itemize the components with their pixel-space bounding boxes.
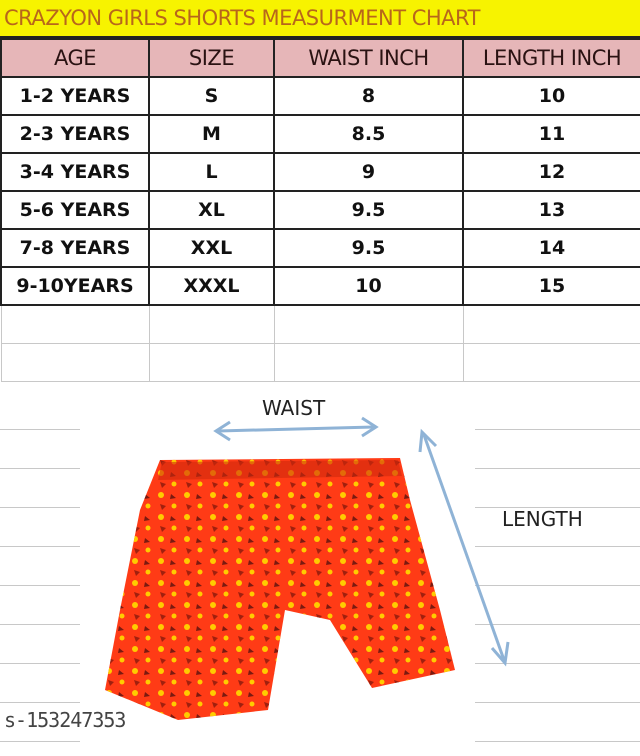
grid-line [475,429,640,430]
header-waist: WAIST INCH [273,38,464,78]
header-age: AGE [0,38,150,78]
cell-waist: 9.5 [273,190,464,230]
watermark: s-153247353 [4,708,126,732]
cell-waist: 9 [273,152,464,192]
grid-line [475,663,640,664]
empty-cell [0,305,150,344]
cell-length: 12 [462,152,640,192]
cell-length: 14 [462,228,640,268]
waist-label: WAIST [262,396,326,420]
cell-age: 2-3 YEARS [0,114,150,154]
grid-line [475,702,640,703]
cell-age: 9-10YEARS [0,266,150,306]
grid-line [0,468,80,469]
empty-cell [148,343,275,382]
cell-age: 3-4 YEARS [0,152,150,192]
cell-length: 11 [462,114,640,154]
grid-line [0,741,80,742]
cell-size: M [148,114,275,154]
empty-cell [462,305,640,344]
grid-line [0,624,80,625]
grid-line [0,546,80,547]
cell-length: 10 [462,76,640,116]
header-size: SIZE [148,38,275,78]
grid-line [475,585,640,586]
table-row: 3-4 YEARS L 9 12 [0,152,640,192]
table-row: 7-8 YEARS XXL 9.5 14 [0,228,640,268]
shorts-image [105,458,455,720]
length-label: LENGTH [502,507,583,531]
grid-line [475,546,640,547]
empty-cell [462,343,640,382]
grid-line [0,429,80,430]
header-length: LENGTH INCH [462,38,640,78]
grid-line [475,741,640,742]
grid-line [0,702,80,703]
cell-waist: 10 [273,266,464,306]
cell-age: 5-6 YEARS [0,190,150,230]
empty-cell [273,305,464,344]
table-row: 9-10YEARS XXXL 10 15 [0,266,640,306]
size-table: AGE SIZE WAIST INCH LENGTH INCH 1-2 YEAR… [0,38,640,382]
cell-waist: 8 [273,76,464,116]
cell-length: 15 [462,266,640,306]
cell-size: XXL [148,228,275,268]
chart-title: CRAZYON GIRLS SHORTS MEASURMENT CHART [4,6,480,30]
grid-line [475,624,640,625]
cell-size: L [148,152,275,192]
table-row: 5-6 YEARS XL 9.5 13 [0,190,640,230]
cell-size: XXXL [148,266,275,306]
cell-waist: 8.5 [273,114,464,154]
length-arrow-icon [418,428,510,667]
chart-title-bar: CRAZYON GIRLS SHORTS MEASURMENT CHART [0,0,640,38]
grid-line [0,585,80,586]
header-row: AGE SIZE WAIST INCH LENGTH INCH [0,38,640,78]
shorts-diagram [105,416,510,720]
cell-age: 1-2 YEARS [0,76,150,116]
cell-age: 7-8 YEARS [0,228,150,268]
grid-line [475,468,640,469]
empty-cell [0,343,150,382]
empty-row [0,343,640,382]
cell-waist: 9.5 [273,228,464,268]
cell-length: 13 [462,190,640,230]
empty-row [0,305,640,344]
empty-cell [148,305,275,344]
grid-line [475,507,640,508]
grid-line [0,507,80,508]
table-row: 2-3 YEARS M 8.5 11 [0,114,640,154]
waist-arrow-icon [213,416,379,442]
empty-cell [273,343,464,382]
grid-line [0,663,80,664]
cell-size: XL [148,190,275,230]
table-row: 1-2 YEARS S 8 10 [0,76,640,116]
cell-size: S [148,76,275,116]
